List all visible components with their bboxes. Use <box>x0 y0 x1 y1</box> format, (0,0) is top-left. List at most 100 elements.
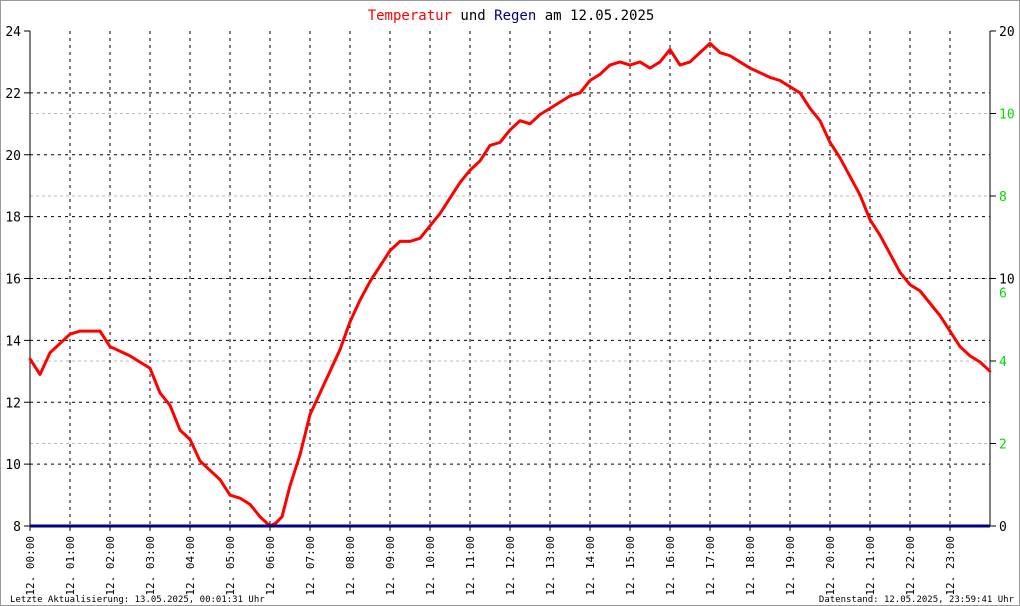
x-tick-label: 12. 05:00 <box>224 536 237 596</box>
temperature-point <box>958 345 962 348</box>
x-tick-label: 12. 04:00 <box>184 536 197 596</box>
temperature-point <box>618 60 622 64</box>
x-tick-label: 12. 14:00 <box>584 536 597 596</box>
x-tick-label: 12. 11:00 <box>464 536 477 596</box>
temperature-point <box>548 107 552 110</box>
right-green-tick-label: 10 <box>999 108 1015 123</box>
temperature-point <box>728 54 732 58</box>
x-tick-label: 12. 00:00 <box>24 536 37 596</box>
temperature-point <box>648 66 652 70</box>
x-tick-label: 12. 22:00 <box>904 536 917 596</box>
temperature-point <box>878 233 882 237</box>
temperature-point <box>708 42 712 45</box>
x-tick-label: 12. 12:00 <box>504 536 517 596</box>
series <box>28 41 992 528</box>
temperature-point <box>38 373 42 376</box>
temperature-point <box>838 156 842 160</box>
temperature-point <box>858 193 862 197</box>
right-black-tick-label: 0 <box>999 520 1007 535</box>
title-and: und <box>452 8 494 24</box>
temperature-point <box>928 301 932 305</box>
left-tick-label: 8 <box>13 520 21 535</box>
temperature-point <box>888 252 892 256</box>
temperature-point <box>898 271 902 274</box>
temperature-point <box>68 332 72 336</box>
temperature-point <box>298 453 302 457</box>
temperature-point <box>398 240 402 243</box>
left-tick-label: 20 <box>5 149 21 164</box>
temperature-point <box>608 63 612 67</box>
temperature-point <box>308 413 312 416</box>
temperature-point <box>718 51 722 54</box>
temperature-point <box>438 212 442 215</box>
x-tick-label: 12. 23:00 <box>944 536 957 596</box>
temperature-point <box>288 484 292 488</box>
footer-last-update: Letzte Aktualisierung: 13.05.2025, 00:01… <box>10 595 265 605</box>
temperature-point <box>78 329 82 333</box>
temperature-point <box>748 66 752 70</box>
title-date: am 12.05.2025 <box>536 8 654 24</box>
x-tick-label: 12. 19:00 <box>784 536 797 596</box>
temperature-point <box>908 283 912 286</box>
temperature-point <box>788 85 792 88</box>
temperature-point <box>808 107 812 110</box>
temperature-point <box>148 366 152 370</box>
right-green-tick-label: 2 <box>999 438 1007 453</box>
left-tick-label: 10 <box>5 458 21 473</box>
right-green-tick-label: 8 <box>999 190 1007 205</box>
temperature-point <box>798 91 802 95</box>
temperature-point <box>458 181 462 184</box>
temperature-point <box>98 329 102 333</box>
temperature-point <box>518 119 522 123</box>
temperature-point <box>418 236 422 240</box>
temperature-point <box>678 63 682 67</box>
x-tick-label: 12. 08:00 <box>344 536 357 596</box>
temperature-point <box>198 459 202 463</box>
x-tick-label: 12. 18:00 <box>744 536 757 596</box>
temperature-point <box>768 76 772 79</box>
temperature-point <box>48 351 52 355</box>
temperature-point <box>778 79 782 82</box>
grid <box>30 31 990 526</box>
temperature-point <box>358 298 362 302</box>
temperature-point <box>578 91 582 95</box>
temperature-point <box>988 370 992 373</box>
right-green-tick-label: 6 <box>999 287 1007 302</box>
left-tick-label: 14 <box>5 334 21 349</box>
temperature-point <box>108 345 112 348</box>
temperature-point <box>478 159 482 163</box>
temperature-point <box>848 175 852 178</box>
right-black-tick-label: 20 <box>999 25 1015 40</box>
left-tick-label: 18 <box>5 211 21 226</box>
temperature-point <box>498 141 502 144</box>
temperature-point <box>978 360 982 364</box>
temperature-point <box>918 289 922 293</box>
temperature-point <box>588 79 592 82</box>
temperature-point <box>508 128 512 132</box>
x-tick-label: 12. 02:00 <box>104 536 117 596</box>
x-tick-label: 12. 21:00 <box>864 536 877 596</box>
temperature-point <box>158 391 162 395</box>
temperature-point <box>598 73 602 76</box>
x-tick-label: 12. 13:00 <box>544 536 557 596</box>
temperature-point <box>328 370 332 373</box>
x-tick-label: 12. 17:00 <box>704 536 717 596</box>
left-tick-label: 22 <box>5 87 21 102</box>
temperature-point <box>938 314 942 317</box>
title-rain: Regen <box>494 8 536 24</box>
x-tick-label: 12. 10:00 <box>424 536 437 596</box>
temperature-point <box>488 144 492 147</box>
temperature-point <box>408 240 412 243</box>
temperature-point <box>274 521 278 525</box>
footer-data-status: Datenstand: 12.05.2025, 23:59:41 Uhr <box>819 595 1015 605</box>
x-tick-label: 12. 01:00 <box>64 536 77 596</box>
x-tick-label: 12. 20:00 <box>824 536 837 596</box>
temperature-point <box>378 264 382 268</box>
temperature-point <box>248 503 252 506</box>
temperature-point <box>818 119 822 123</box>
temperature-point <box>968 354 972 358</box>
temperature-point <box>528 122 532 126</box>
